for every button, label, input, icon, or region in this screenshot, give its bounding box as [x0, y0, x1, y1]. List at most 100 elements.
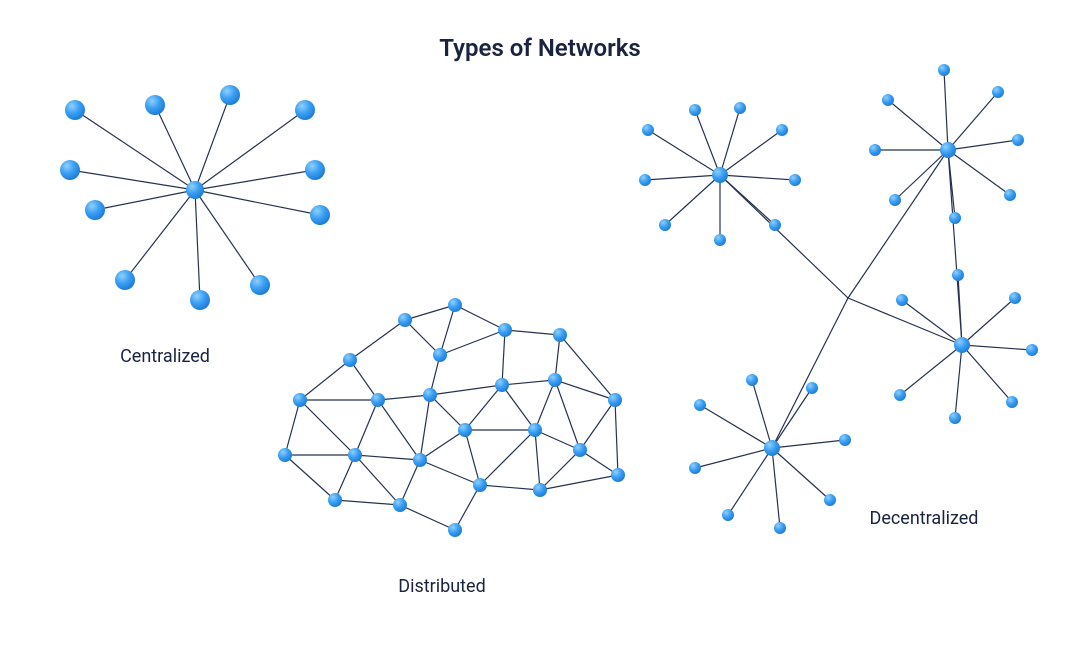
- distributed-edge: [535, 380, 555, 430]
- decentralized-spoke: [958, 275, 962, 345]
- distributed-edge: [505, 330, 560, 335]
- decentralized-leaf-node: [824, 494, 836, 506]
- distributed-edge: [502, 330, 505, 385]
- decentralized-spoke: [665, 175, 720, 225]
- decentralized-leaf-node: [889, 194, 901, 206]
- decentralized-hub-node: [712, 167, 728, 183]
- distributed-edge: [420, 395, 430, 460]
- decentralized-hub-link: [848, 150, 948, 298]
- decentralized-leaf-node: [722, 509, 734, 521]
- decentralized-leaf-node: [952, 269, 964, 281]
- distributed-node: [573, 443, 587, 457]
- decentralized-spoke: [772, 440, 845, 448]
- centralized-node: [186, 181, 204, 199]
- distributed-edge: [465, 385, 502, 430]
- distributed-edge: [430, 395, 465, 430]
- centralized-node: [65, 100, 85, 120]
- distributed-node: [608, 393, 622, 407]
- decentralized-hub-node: [940, 142, 956, 158]
- distributed-edge: [400, 460, 420, 505]
- decentralized-spoke: [895, 150, 948, 200]
- distributed-node: [611, 468, 625, 482]
- decentralized-spoke: [948, 150, 955, 218]
- decentralized-spoke: [955, 345, 962, 418]
- distributed-node: [553, 328, 567, 342]
- distributed-edge: [355, 455, 400, 505]
- distributed-edge: [440, 305, 455, 355]
- decentralized-leaf-node: [882, 94, 894, 106]
- decentralized-spoke: [962, 345, 1032, 350]
- decentralized-spoke: [962, 345, 1012, 402]
- distributed-edge: [300, 360, 350, 400]
- decentralized-hub-link: [772, 298, 848, 448]
- distributed-edge: [335, 455, 355, 500]
- decentralized-spoke: [695, 110, 720, 175]
- centralized-edge: [125, 190, 195, 280]
- distributed-node: [473, 478, 487, 492]
- decentralized-spoke: [948, 92, 998, 150]
- distributed-node: [533, 483, 547, 497]
- centralized-node: [190, 290, 210, 310]
- distributed-node: [343, 353, 357, 367]
- decentralized-spoke: [720, 175, 795, 180]
- distributed-node: [458, 423, 472, 437]
- distributed-node: [448, 523, 462, 537]
- decentralized-spoke: [944, 70, 948, 150]
- decentralized-leaf-node: [1026, 344, 1038, 356]
- decentralized-spoke: [772, 448, 780, 528]
- distributed-edge: [405, 305, 455, 320]
- centralized-node: [60, 160, 80, 180]
- decentralized-spoke: [720, 108, 740, 175]
- decentralized-leaf-node: [659, 219, 671, 231]
- decentralized-spoke: [645, 175, 720, 180]
- distributed-node: [495, 378, 509, 392]
- distributed-edge: [405, 320, 440, 355]
- distributed-node: [448, 298, 462, 312]
- decentralized-leaf-node: [746, 374, 758, 386]
- centralized-node: [85, 200, 105, 220]
- centralized-edge: [195, 190, 200, 300]
- decentralized-spoke: [888, 100, 948, 150]
- decentralized-leaf-node: [734, 102, 746, 114]
- decentralized-spoke: [648, 130, 720, 175]
- distributed-edge: [465, 430, 480, 485]
- distributed-edge: [355, 455, 420, 460]
- decentralized-leaf-node: [949, 212, 961, 224]
- decentralized-leaf-node: [806, 382, 818, 394]
- distributed-edge: [355, 400, 378, 455]
- decentralized-leaf-node: [1012, 134, 1024, 146]
- centralized-label: Centralized: [120, 346, 210, 367]
- distributed-edge: [555, 380, 580, 450]
- distributed-node: [371, 393, 385, 407]
- centralized-node: [115, 270, 135, 290]
- centralized-edge: [195, 190, 320, 215]
- decentralized-spoke: [902, 300, 962, 345]
- centralized-node: [310, 205, 330, 225]
- distributed-edge: [480, 485, 540, 490]
- distributed-node: [348, 448, 362, 462]
- decentralized-leaf-node: [894, 389, 906, 401]
- centralized-node: [305, 160, 325, 180]
- distributed-node: [398, 313, 412, 327]
- distributed-node: [393, 498, 407, 512]
- distributed-edge: [502, 385, 535, 430]
- distributed-edge: [430, 385, 502, 395]
- decentralized-spoke: [948, 150, 1010, 195]
- distributed-node: [528, 423, 542, 437]
- distributed-node: [498, 323, 512, 337]
- distributed-edge: [535, 430, 540, 490]
- decentralized-leaf-node: [769, 219, 781, 231]
- decentralized-leaf-node: [1004, 189, 1016, 201]
- distributed-edge: [335, 500, 400, 505]
- distributed-edge: [285, 455, 335, 500]
- decentralized-hub-node: [954, 337, 970, 353]
- centralized-edge: [195, 190, 260, 285]
- distributed-edge: [440, 330, 505, 355]
- decentralized-leaf-node: [776, 124, 788, 136]
- decentralized-spoke: [720, 130, 782, 175]
- distributed-edge: [300, 400, 355, 455]
- decentralized-leaf-node: [839, 434, 851, 446]
- decentralized-spoke: [962, 298, 1015, 345]
- distributed-edge: [378, 400, 420, 460]
- distributed-node: [413, 453, 427, 467]
